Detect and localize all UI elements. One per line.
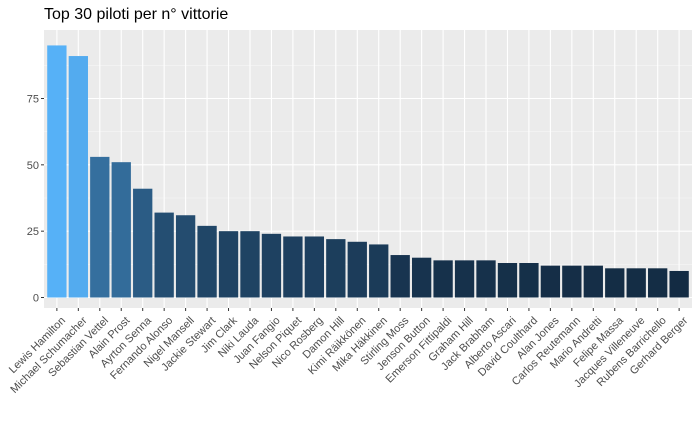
y-tick-label: 25 <box>27 226 39 238</box>
bar <box>261 233 282 298</box>
bar <box>669 270 689 298</box>
bar <box>197 225 217 298</box>
bar <box>433 260 453 298</box>
bar <box>476 260 496 298</box>
bar <box>519 263 539 298</box>
bar <box>369 244 389 298</box>
bar <box>497 263 518 298</box>
bar <box>154 212 174 298</box>
bar <box>626 268 646 298</box>
bar <box>347 241 367 298</box>
bar <box>454 260 475 298</box>
bar <box>583 265 603 298</box>
bar <box>68 56 88 298</box>
y-tick-label: 75 <box>27 94 39 106</box>
chart-title: Top 30 piloti per n° vittorie <box>44 6 229 23</box>
bar <box>411 257 432 298</box>
bar <box>648 268 668 298</box>
bar <box>240 231 260 298</box>
bar <box>283 236 303 298</box>
bar <box>111 162 131 298</box>
bar <box>47 45 67 298</box>
bar <box>562 265 582 298</box>
bar <box>390 255 410 298</box>
y-tick-label: 0 <box>33 293 39 305</box>
bar <box>326 239 346 298</box>
bar <box>133 188 153 298</box>
bar <box>90 156 110 298</box>
bar <box>175 215 196 298</box>
y-tick-label: 50 <box>27 160 39 172</box>
bar <box>218 231 239 298</box>
bar <box>540 265 561 298</box>
bar <box>605 268 625 298</box>
bar <box>304 236 325 298</box>
